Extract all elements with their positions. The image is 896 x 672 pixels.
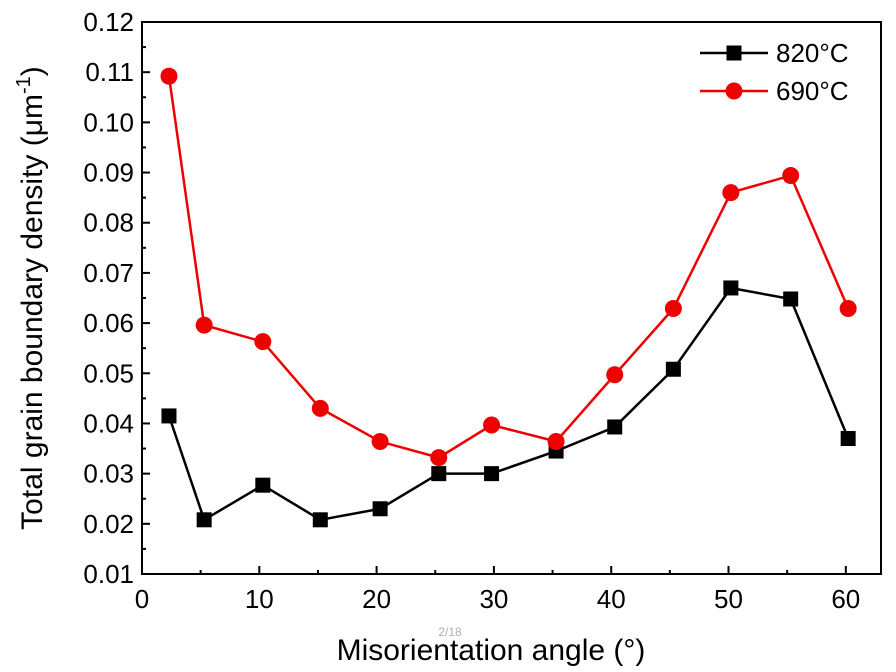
y-tick-label: 0.12: [83, 7, 134, 37]
legend: 820°C 690°C: [700, 38, 849, 106]
x-tick-label: 10: [245, 584, 274, 614]
series-line-0: [167, 286, 850, 522]
data-point: [782, 167, 800, 185]
data-point: [483, 416, 501, 434]
y-axis-title: Total grain boundary density (μm-1): [13, 66, 49, 530]
series-line-1: [167, 76, 850, 459]
x-axis: 0 10 20 30 40 50 60: [135, 566, 860, 614]
y-axis-title-superscript: -1: [13, 76, 35, 94]
data-point: [606, 366, 624, 384]
legend-marker: [726, 45, 742, 61]
y-tick-label: 0.07: [83, 258, 134, 288]
data-point: [371, 433, 389, 451]
plot-area: [160, 67, 857, 528]
data-point: [311, 399, 329, 417]
data-point: [372, 501, 388, 517]
x-tick-label: 50: [714, 584, 743, 614]
legend-label: 820°C: [776, 38, 849, 68]
data-point: [840, 431, 856, 447]
data-point: [254, 333, 272, 351]
data-point: [195, 316, 213, 334]
y-tick-label: 0.04: [83, 408, 134, 438]
data-point: [547, 433, 565, 451]
data-point: [665, 361, 681, 377]
y-tick-label: 0.02: [83, 509, 134, 539]
data-point: [664, 300, 682, 318]
x-tick-label: 0: [135, 584, 149, 614]
y-tick-label: 0.10: [83, 107, 134, 137]
y-tick-label: 0.06: [83, 308, 134, 338]
data-point: [430, 449, 448, 467]
data-point: [723, 280, 739, 296]
y-tick-label: 0.05: [83, 358, 134, 388]
y-axis-title-suffix: ): [16, 66, 49, 76]
data-point: [722, 184, 740, 202]
x-tick-label: 30: [479, 584, 508, 614]
legend-label: 690°C: [776, 76, 849, 106]
y-axis-title-main: Total grain boundary density (μm: [16, 94, 49, 530]
x-tick-label: 20: [362, 584, 391, 614]
data-point: [160, 67, 178, 85]
data-point: [431, 466, 447, 482]
page-marker: 2/18: [438, 625, 462, 639]
x-axis-title: Misorientation angle (°): [337, 634, 646, 667]
data-point: [196, 512, 212, 528]
y-tick-label: 0.08: [83, 208, 134, 238]
data-point: [839, 300, 857, 318]
data-point: [783, 291, 799, 307]
data-point: [484, 466, 500, 482]
legend-marker: [725, 82, 743, 100]
y-tick-label: 0.09: [83, 158, 134, 188]
data-point: [312, 512, 328, 528]
data-point: [161, 408, 177, 424]
x-tick-label: 60: [831, 584, 860, 614]
data-point: [255, 477, 271, 493]
data-point: [607, 419, 623, 435]
x-tick-label: 40: [597, 584, 626, 614]
y-tick-label: 0.01: [83, 559, 134, 589]
y-tick-label: 0.11: [85, 57, 134, 87]
y-axis: 0.01 0.02 0.03 0.04 0.05 0.06 0.07 0.08 0.09 0.10…: [83, 7, 150, 589]
y-tick-label: 0.03: [83, 459, 134, 489]
